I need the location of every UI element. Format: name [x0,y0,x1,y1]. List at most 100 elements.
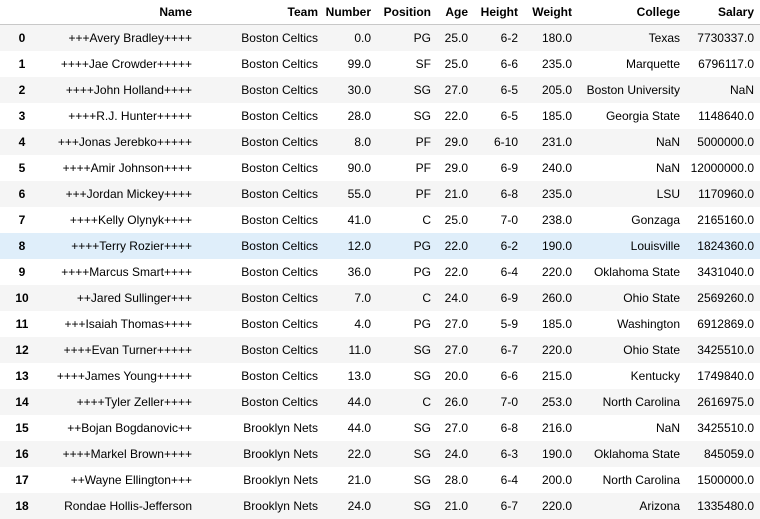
name-cell: +++Jordan Mickey++++ [65,187,192,201]
number-cell: 41.0 [347,213,371,227]
salary-cell: 7730337.0 [697,31,754,45]
age-cell: 22.0 [444,265,468,279]
table-row[interactable]: 17 ++Wayne Ellington+++ Brooklyn Nets 21.0 S… [0,467,760,493]
team-cell: Boston Celtics [241,317,318,331]
age-header: Age [437,0,474,25]
team-header: Team [198,0,324,25]
number-cell: 90.0 [347,161,371,175]
team-cell: Boston Celtics [241,265,318,279]
table-row[interactable]: 13 ++++James Young+++++ Boston Celtics 13.0… [0,363,760,389]
weight-cell: 190.0 [541,447,572,461]
table-row[interactable]: 18 Rondae Hollis-Jefferson Brooklyn Nets 24… [0,493,760,519]
number-header: Number [324,0,377,25]
table-row[interactable]: 16 ++++Markel Brown++++ Brooklyn Nets 22.0 S… [0,441,760,467]
table-row[interactable]: 2 ++++John Holland++++ Boston Celtics 30.0 S… [0,77,760,103]
position-cell: PG [413,265,431,279]
age-cell: 22.0 [444,239,468,253]
team-cell: Boston Celtics [241,291,318,305]
college-cell: Kentucky [630,369,680,383]
table-row[interactable]: 8 ++++Terry Rozier++++ Boston Celtics 12.0 P… [0,233,760,259]
row-index: 4 [18,135,26,149]
weight-cell: 216.0 [541,421,572,435]
college-cell: Oklahoma State [593,265,680,279]
row-index: 0 [18,31,26,45]
college-header: College [578,0,686,25]
age-cell: 24.0 [444,291,468,305]
position-cell: C [422,291,431,305]
name-cell: ++Bojan Bogdanovic++ [67,421,192,435]
college-cell: Arizona [639,499,680,513]
position-cell: SG [413,447,431,461]
name-cell: ++++James Young+++++ [56,369,192,383]
college-cell: LSU [656,187,680,201]
height-cell: 5-9 [500,317,518,331]
number-cell: 55.0 [347,187,371,201]
table-row[interactable]: 10 ++Jared Sullinger+++ Boston Celtics 7.0 C… [0,285,760,311]
name-cell: +++Isaiah Thomas++++ [64,317,192,331]
table-row[interactable]: 12 ++++Evan Turner+++++ Boston Celtics 11.0… [0,337,760,363]
table-row[interactable]: 15 ++Bojan Bogdanovic++ Brooklyn Nets 44.0 S… [0,415,760,441]
table-row[interactable]: 11 +++Isaiah Thomas++++ Boston Celtics 4.0 P… [0,311,760,337]
height-cell: 6-9 [500,161,518,175]
college-cell: Washington [617,317,680,331]
table-row[interactable]: 14 ++++Tyler Zeller++++ Boston Celtics 44.0… [0,389,760,415]
college-cell: NaN [655,161,680,175]
college-cell: Gonzaga [631,213,680,227]
row-index: 18 [15,499,29,513]
age-cell: 24.0 [444,447,468,461]
weight-cell: 190.0 [541,239,572,253]
table-row[interactable]: 0 +++Avery Bradley++++ Boston Celtics 0.0 PG… [0,24,760,51]
position-cell: PF [415,135,431,149]
position-cell: PG [413,239,431,253]
table-row[interactable]: 1 ++++Jae Crowder+++++ Boston Celtics 99.0 S… [0,51,760,77]
weight-cell: 235.0 [541,57,572,71]
table-body: 0 +++Avery Bradley++++ Boston Celtics 0.0 PG… [0,24,760,519]
height-cell: 6-7 [500,499,518,513]
table-row[interactable]: 6 +++Jordan Mickey++++ Boston Celtics 55.0 P… [0,181,760,207]
college-cell: North Carolina [602,473,680,487]
salary-cell: 5000000.0 [697,135,754,149]
salary-cell: 6796117.0 [698,57,754,71]
row-index: 17 [15,473,29,487]
name-cell: ++++Kelly Olynyk++++ [69,213,192,227]
team-cell: Brooklyn Nets [243,473,318,487]
height-cell: 6-6 [500,57,518,71]
college-cell: Georgia State [605,109,680,123]
weight-cell: 200.0 [541,473,572,487]
position-cell: PF [415,187,431,201]
team-cell: Boston Celtics [241,213,318,227]
number-cell: 8.0 [354,135,371,149]
position-cell: PG [413,317,431,331]
weight-cell: 220.0 [541,265,572,279]
team-cell: Boston Celtics [241,369,318,383]
college-cell: Louisville [630,239,680,253]
number-cell: 7.0 [354,291,371,305]
team-cell: Boston Celtics [241,395,318,409]
position-cell: SG [413,343,431,357]
table-row[interactable]: 9 ++++Marcus Smart++++ Boston Celtics 36.0 P… [0,259,760,285]
position-header: Position [377,0,437,25]
age-cell: 25.0 [444,31,468,45]
table-row[interactable]: 3 ++++R.J. Hunter+++++ Boston Celtics 28.0 S… [0,103,760,129]
team-cell: Boston Celtics [241,161,318,175]
salary-cell: 1335480.0 [697,499,754,513]
college-cell: Boston University [586,83,680,97]
table-row[interactable]: 7 ++++Kelly Olynyk++++ Boston Celtics 41.0 C… [0,207,760,233]
table-row[interactable]: 4 +++Jonas Jerebko+++++ Boston Celtics 8.0 P… [0,129,760,155]
name-cell: ++++Jae Crowder+++++ [60,57,192,71]
age-cell: 29.0 [444,135,468,149]
number-cell: 4.0 [354,317,371,331]
weight-cell: 185.0 [541,317,572,331]
height-cell: 6-10 [493,135,518,149]
age-cell: 25.0 [444,57,468,71]
age-cell: 22.0 [444,109,468,123]
weight-cell: 220.0 [541,499,572,513]
age-cell: 21.0 [444,187,468,201]
salary-cell: NaN [729,83,754,97]
age-cell: 27.0 [444,421,468,435]
table-row[interactable]: 5 ++++Amir Johnson++++ Boston Celtics 90.0 P… [0,155,760,181]
salary-cell: 1824360.0 [697,239,754,253]
name-cell: +++Jonas Jerebko+++++ [57,135,192,149]
team-cell: Boston Celtics [241,187,318,201]
